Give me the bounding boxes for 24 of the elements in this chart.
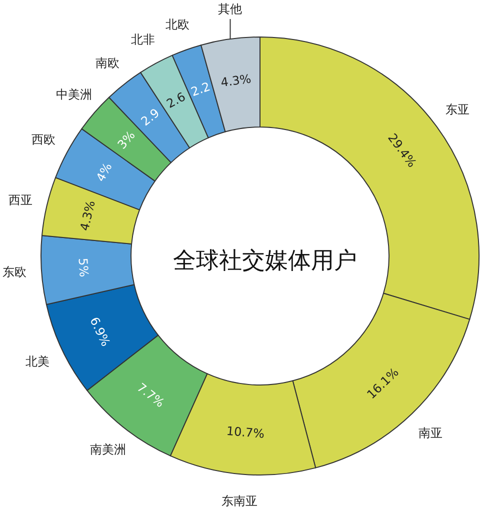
slice-label: 东南亚	[222, 494, 258, 508]
slice-label: 南欧	[95, 56, 120, 70]
slice-label: 东欧	[2, 264, 27, 279]
slice-label: 北非	[131, 32, 156, 46]
data-label: 4.3%	[77, 199, 98, 232]
data-label: 6.9%	[87, 314, 113, 349]
data-label: 4%	[93, 160, 115, 184]
slice-label: 其他	[218, 2, 242, 16]
data-label: 3%	[114, 128, 138, 152]
slice-label: 南亚	[418, 426, 443, 440]
slice-label: 中美洲	[56, 88, 92, 102]
data-label: 5%	[76, 258, 91, 278]
slice-label: 南美洲	[90, 442, 126, 456]
slice-label: 北美	[26, 354, 50, 368]
slice-label: 北欧	[165, 17, 190, 32]
data-label: 2.2	[189, 79, 212, 100]
slice-label: 东亚	[445, 102, 470, 116]
data-label: 4.3%	[220, 72, 252, 90]
data-label: 2.6	[164, 90, 188, 111]
data-label: 2.9	[138, 106, 162, 129]
text: 全球社交媒体用户	[173, 248, 357, 274]
slice-label: 西欧	[31, 132, 56, 147]
data-label: 10.7%	[226, 424, 265, 441]
slice-label: 西亚	[8, 192, 32, 207]
